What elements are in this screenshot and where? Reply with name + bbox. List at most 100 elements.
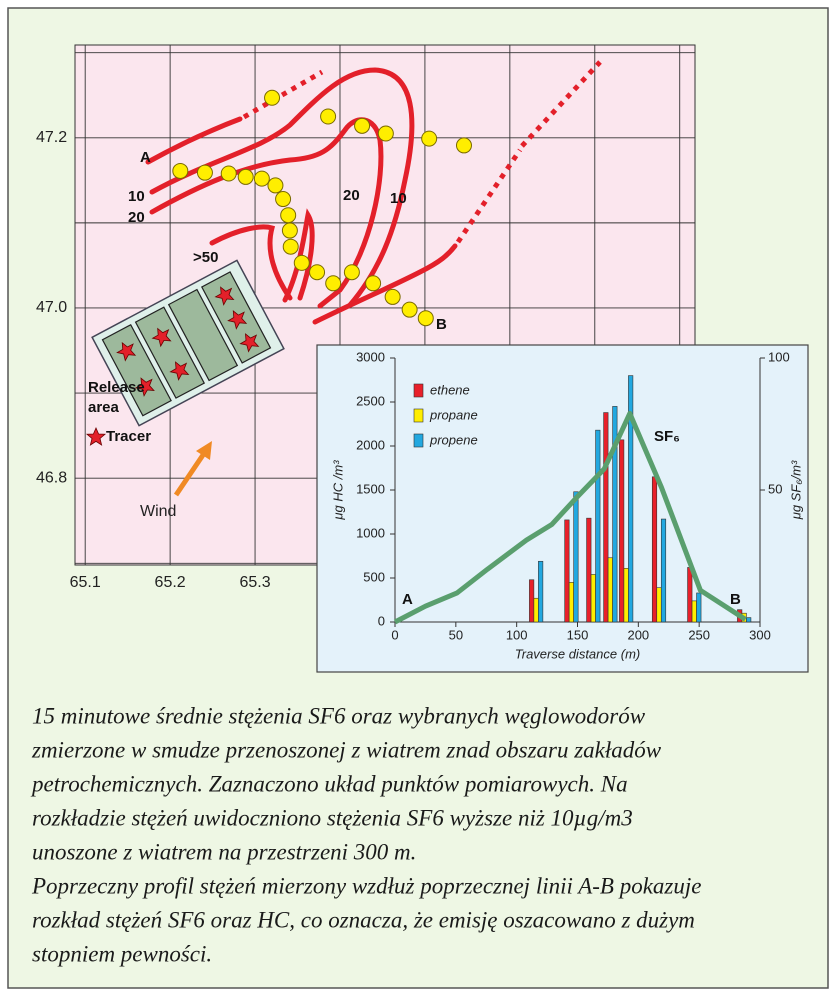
legend-label: propene	[429, 432, 478, 447]
legend-swatch	[414, 384, 423, 397]
y2-axis-label: μg SF₆/m³	[788, 460, 803, 520]
bar	[697, 593, 702, 622]
measurement-point	[265, 90, 280, 105]
x-tick-label: 0	[391, 627, 398, 642]
profile-end-label: A	[402, 591, 413, 608]
bar	[619, 440, 624, 622]
y-axis-label: μg HC /m³	[330, 460, 345, 521]
map-annotation: B	[436, 316, 447, 333]
map-annotation: >50	[193, 249, 218, 266]
legend-swatch	[414, 434, 423, 447]
legend-label: propane	[429, 407, 478, 422]
x-tick-label: 50	[449, 627, 463, 642]
bar	[661, 519, 666, 622]
bar	[608, 558, 613, 622]
bar	[565, 520, 570, 622]
y2-tick-label: 100	[768, 349, 790, 364]
measurement-point	[282, 223, 297, 238]
measurement-point	[355, 118, 370, 133]
bar	[688, 567, 693, 622]
y2-tick-label: 50	[768, 481, 782, 496]
measurement-point	[321, 109, 336, 124]
line-label: SF₆	[654, 428, 680, 445]
bar	[591, 574, 596, 622]
y-tick-label: 3000	[356, 349, 385, 364]
x-tick-label: 300	[749, 627, 771, 642]
y-tick-label: 47.0	[36, 299, 67, 316]
y-tick-label: 500	[363, 569, 385, 584]
caption-line: zmierzone w smudze przenoszonej z wiatre…	[31, 737, 662, 762]
map-annotation: A	[140, 149, 151, 166]
measurement-point	[173, 163, 188, 178]
measurement-point	[326, 276, 341, 291]
y-tick-label: 1500	[356, 481, 385, 496]
caption-line: stopniem pewności.	[32, 941, 212, 966]
measurement-point	[238, 169, 253, 184]
map-annotation: 10	[128, 188, 145, 205]
y-tick-label: 47.2	[36, 129, 67, 146]
bar	[587, 518, 592, 622]
bar	[596, 430, 601, 622]
profile-end-label: B	[730, 591, 741, 608]
bar	[574, 492, 579, 622]
x-tick-label: 65.1	[70, 574, 101, 591]
y-tick-label: 46.8	[36, 469, 67, 486]
bar	[624, 568, 629, 622]
map-annotation: 10	[390, 190, 407, 207]
figure: 65.1 65.2 65.3 46.8 47.0 47.2 A 10 20 >50 20 10 B Rel…	[0, 0, 836, 996]
x-axis-label: Traverse distance (m)	[515, 646, 640, 661]
bar	[538, 561, 543, 622]
measurement-point	[385, 289, 400, 304]
measurement-point	[422, 131, 437, 146]
caption-line: petrochemicznych. Zaznaczono układ punkt…	[30, 771, 628, 796]
bar	[692, 601, 697, 622]
caption-line: rozkład stężeń SF6 oraz HC, co oznacza, …	[32, 907, 695, 932]
bar	[534, 598, 539, 622]
measurement-point	[366, 276, 381, 291]
measurement-point	[276, 192, 291, 207]
measurement-point	[456, 138, 471, 153]
legend-label: ethene	[430, 382, 470, 397]
x-tick-label: 100	[506, 627, 528, 642]
caption-line: unoszone z wiatrem na przestrzeni 300 m.	[32, 839, 416, 864]
measurement-point	[254, 171, 269, 186]
bar	[657, 588, 662, 622]
y-tick-label: 1000	[356, 525, 385, 540]
measurement-point	[344, 265, 359, 280]
bar	[569, 582, 574, 622]
x-tick-label: 65.3	[239, 574, 270, 591]
x-tick-label: 200	[627, 627, 649, 642]
map-annotation: 20	[128, 209, 145, 226]
x-tick-label: 250	[688, 627, 710, 642]
y-tick-label: 0	[378, 613, 385, 628]
x-tick-label: 65.2	[155, 574, 186, 591]
y-tick-label: 2500	[356, 393, 385, 408]
measurement-point	[310, 265, 325, 280]
measurement-point	[221, 166, 236, 181]
map-annotation: Wind	[140, 503, 176, 520]
inset-background	[317, 345, 808, 672]
bar	[746, 618, 751, 622]
map-annotation: Release	[88, 379, 145, 396]
y-tick-label: 2000	[356, 437, 385, 452]
bar	[652, 477, 657, 622]
legend-swatch	[414, 409, 423, 422]
caption-line: 15 minutowe średnie stężenia SF6 oraz wy…	[32, 703, 646, 728]
map-annotation: 20	[343, 187, 360, 204]
measurement-point	[268, 178, 283, 193]
bar	[529, 580, 534, 622]
map-annotation: area	[88, 399, 120, 416]
measurement-point	[294, 255, 309, 270]
page: {"chart_data": [ {"type": "scatter", "x"…	[0, 0, 836, 996]
measurement-point	[378, 126, 393, 141]
caption-line: rozkładzie stężeń uwidoczniono stężenia …	[32, 805, 633, 830]
measurement-point	[283, 239, 298, 254]
measurement-point	[402, 302, 417, 317]
measurement-point	[197, 165, 212, 180]
x-tick-label: 150	[567, 627, 589, 642]
bar	[604, 413, 609, 622]
measurement-point	[418, 311, 433, 326]
measurement-point	[281, 208, 296, 223]
map-annotation: Tracer	[106, 428, 151, 445]
